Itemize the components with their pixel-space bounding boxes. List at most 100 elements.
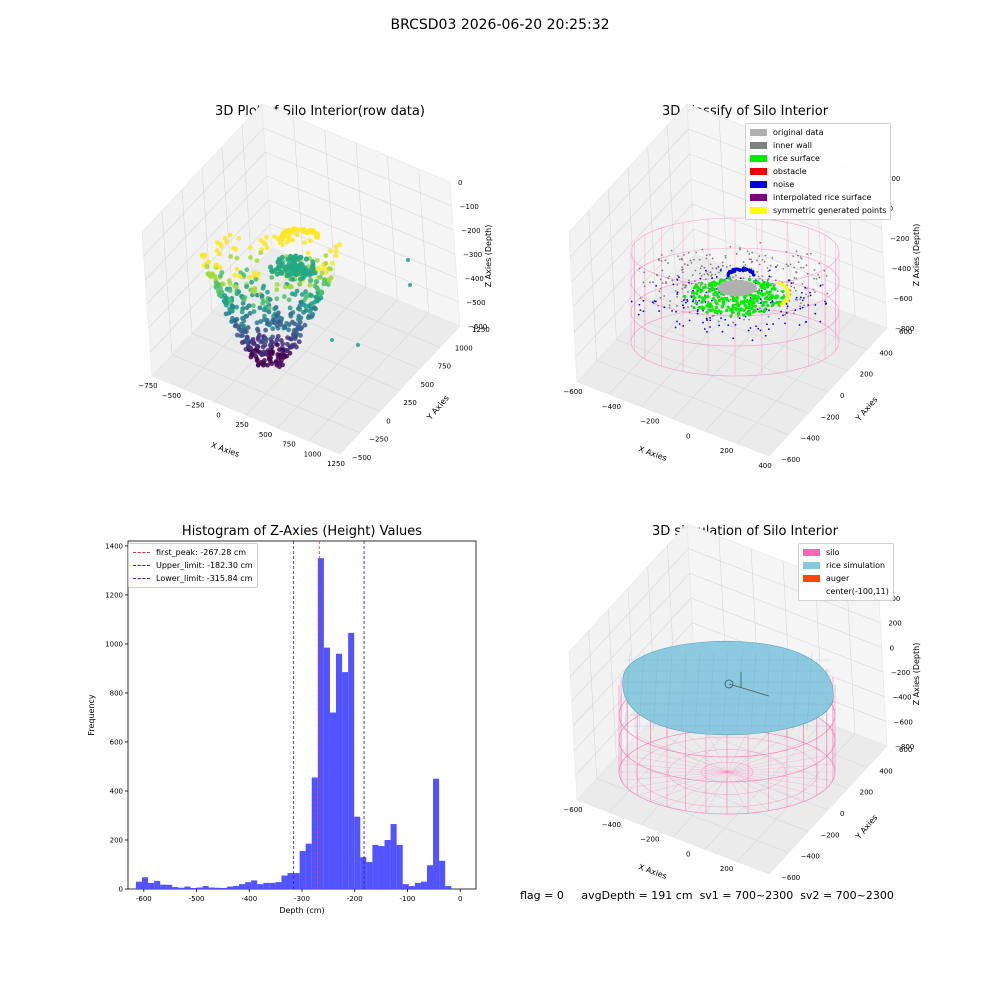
original-point: [771, 282, 774, 285]
original-point: [658, 257, 660, 260]
x-tick-label: 0: [686, 850, 690, 858]
rice-point: [747, 302, 752, 306]
rice-point: [757, 291, 761, 295]
y-tick-label: 400: [879, 349, 892, 357]
rice-point: [749, 298, 753, 302]
noise-point: [630, 300, 633, 303]
grid-line: [263, 127, 452, 207]
noise-point: [784, 322, 786, 325]
original-point: [667, 277, 670, 280]
original-point: [711, 273, 713, 276]
rice-point: [747, 277, 752, 282]
data-point: [309, 293, 314, 298]
original-point: [748, 253, 751, 255]
noise-point: [721, 330, 724, 333]
original-point: [767, 315, 770, 318]
data-point: [263, 339, 269, 345]
rice-point: [705, 310, 709, 314]
original-point: [676, 274, 679, 277]
legend-swatch: [750, 129, 767, 136]
data-point: [213, 285, 219, 290]
noise-point: [801, 299, 804, 302]
rice-point: [766, 283, 770, 287]
data-point: [270, 317, 276, 323]
noise-point: [684, 301, 687, 304]
data-point: [322, 277, 327, 283]
x-tick-label: −600: [563, 806, 582, 814]
silo-floor-spoke: [621, 763, 728, 773]
histogram-bar: [269, 882, 276, 889]
rice-point: [747, 309, 751, 313]
data-point: [282, 354, 287, 359]
noise-point: [642, 310, 645, 313]
rice-point: [748, 293, 753, 297]
legend-swatch: [803, 562, 820, 569]
y-tick-label: −200: [820, 413, 839, 421]
original-point: [667, 262, 669, 265]
data-point: [269, 339, 275, 345]
rice-point: [775, 300, 779, 305]
noise-point: [809, 294, 812, 297]
noise-point: [772, 323, 775, 325]
data-point: [290, 276, 296, 282]
rice-point: [712, 292, 716, 296]
data-point: [287, 253, 294, 259]
original-point: [818, 276, 821, 279]
noise-point: [759, 298, 762, 301]
original-point: [743, 318, 745, 321]
histogram-bar: [184, 886, 191, 889]
rice-point: [731, 303, 735, 307]
original-point: [793, 266, 796, 269]
noise-point: [819, 320, 822, 323]
original-point: [767, 270, 770, 273]
data-point: [295, 324, 301, 330]
original-point: [682, 283, 684, 286]
x-tick-label: 200: [720, 447, 733, 455]
noise-point: [727, 324, 730, 327]
original-point: [794, 298, 797, 301]
x-axis-label: X Axies: [210, 440, 241, 459]
y-tick-label: 1400: [105, 542, 123, 550]
data-point: [333, 248, 339, 254]
grid-line: [570, 128, 689, 258]
rice-point: [747, 305, 751, 310]
z-axis-label: Z Axies (Depth): [912, 224, 921, 287]
original-point: [724, 256, 727, 259]
original-point: [668, 304, 671, 307]
data-point: [269, 361, 275, 367]
data-point: [219, 244, 224, 249]
original-point: [817, 273, 820, 276]
original-point: [785, 250, 788, 253]
rice-point: [725, 308, 729, 313]
original-point: [707, 308, 710, 311]
legend-swatch: [750, 142, 767, 149]
noise-point: [692, 300, 694, 303]
rice-point: [741, 313, 746, 317]
histogram-bar: [336, 653, 343, 889]
symmetric-point: [779, 281, 783, 285]
original-point: [795, 270, 798, 273]
y-tick-label: 200: [860, 371, 873, 379]
original-point: [638, 267, 641, 270]
data-point: [223, 300, 229, 306]
original-point: [797, 261, 800, 264]
x-tick-label: -200: [347, 895, 363, 903]
noise-point: [734, 268, 738, 272]
rice-point: [717, 309, 721, 313]
data-point: [254, 356, 260, 362]
surface-mesh: [666, 651, 673, 731]
noise-point: [705, 291, 708, 294]
original-point: [792, 281, 795, 284]
legend-entry: first_peak: -267.28 cm: [133, 546, 253, 559]
y-tick-label: 200: [860, 789, 873, 797]
original-point: [758, 302, 760, 305]
original-point: [739, 303, 742, 306]
legend-swatch: [750, 181, 767, 188]
data-point: [242, 295, 248, 300]
y-tick-label: −200: [820, 831, 839, 839]
original-point: [701, 248, 704, 251]
data-point: [258, 237, 264, 243]
y-tick-label: 1200: [105, 591, 123, 599]
original-point: [703, 273, 706, 276]
surface-mesh: [722, 651, 729, 731]
